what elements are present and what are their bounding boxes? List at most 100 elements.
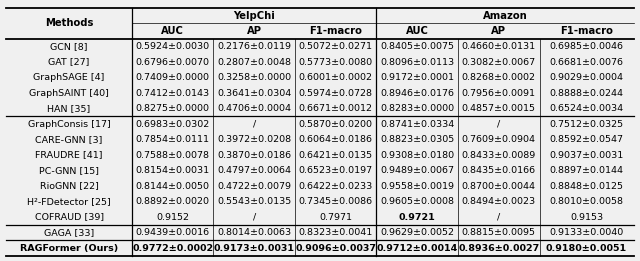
Text: FRAUDRE [41]: FRAUDRE [41] (35, 151, 103, 159)
Text: 0.9772±0.0002: 0.9772±0.0002 (132, 244, 213, 253)
Text: 0.5924±0.0030: 0.5924±0.0030 (136, 42, 210, 51)
Text: 0.8433±0.0089: 0.8433±0.0089 (461, 151, 536, 159)
Text: 0.9489±0.0067: 0.9489±0.0067 (380, 166, 454, 175)
Text: 0.8848±0.0125: 0.8848±0.0125 (550, 182, 623, 191)
Text: GraphSAINT [40]: GraphSAINT [40] (29, 88, 109, 98)
Text: 0.9037±0.0031: 0.9037±0.0031 (549, 151, 624, 159)
Text: 0.8405±0.0075: 0.8405±0.0075 (380, 42, 454, 51)
Text: 0.9712±0.0014: 0.9712±0.0014 (376, 244, 458, 253)
Text: 0.8154±0.0031: 0.8154±0.0031 (136, 166, 210, 175)
Text: 0.6523±0.0197: 0.6523±0.0197 (299, 166, 372, 175)
Text: 0.5543±0.0135: 0.5543±0.0135 (217, 197, 291, 206)
Text: 0.4857±0.0015: 0.4857±0.0015 (461, 104, 536, 113)
Text: 0.9173±0.0031: 0.9173±0.0031 (214, 244, 294, 253)
Text: 0.7345±0.0086: 0.7345±0.0086 (299, 197, 372, 206)
Text: HAN [35]: HAN [35] (47, 104, 91, 113)
Text: 0.3870±0.0186: 0.3870±0.0186 (217, 151, 291, 159)
Text: 0.7412±0.0143: 0.7412±0.0143 (136, 88, 210, 98)
Text: 0.3972±0.0208: 0.3972±0.0208 (217, 135, 291, 144)
Text: AP: AP (246, 26, 262, 36)
Text: 0.8892±0.0020: 0.8892±0.0020 (136, 197, 210, 206)
Text: 0.8888±0.0244: 0.8888±0.0244 (550, 88, 623, 98)
Text: 0.9629±0.0052: 0.9629±0.0052 (380, 228, 454, 237)
Text: 0.8435±0.0166: 0.8435±0.0166 (461, 166, 536, 175)
Text: 0.6983±0.0302: 0.6983±0.0302 (136, 120, 210, 129)
Text: 0.6421±0.0135: 0.6421±0.0135 (299, 151, 372, 159)
Text: 0.3641±0.0304: 0.3641±0.0304 (217, 88, 291, 98)
Text: 0.8946±0.0176: 0.8946±0.0176 (380, 88, 454, 98)
Text: 0.6524±0.0034: 0.6524±0.0034 (550, 104, 623, 113)
Text: 0.8096±0.0113: 0.8096±0.0113 (380, 58, 454, 67)
Text: 0.7609±0.0904: 0.7609±0.0904 (461, 135, 536, 144)
Text: 0.6001±0.0002: 0.6001±0.0002 (299, 73, 372, 82)
Text: 0.9172±0.0001: 0.9172±0.0001 (380, 73, 454, 82)
Text: 0.9605±0.0008: 0.9605±0.0008 (380, 197, 454, 206)
Text: 0.6422±0.0233: 0.6422±0.0233 (298, 182, 373, 191)
Text: 0.8014±0.0063: 0.8014±0.0063 (217, 228, 291, 237)
Text: 0.9308±0.0180: 0.9308±0.0180 (380, 151, 454, 159)
Text: AUC: AUC (406, 26, 429, 36)
Text: 0.5870±0.0200: 0.5870±0.0200 (299, 120, 372, 129)
Text: 0.6671±0.0012: 0.6671±0.0012 (299, 104, 372, 113)
Text: /: / (253, 120, 256, 129)
Text: 0.6064±0.0186: 0.6064±0.0186 (299, 135, 372, 144)
Text: 0.8494±0.0023: 0.8494±0.0023 (461, 197, 536, 206)
Text: RAGFormer (Ours): RAGFormer (Ours) (20, 244, 118, 253)
Text: 0.8936±0.0027: 0.8936±0.0027 (458, 244, 540, 253)
Text: 0.6681±0.0076: 0.6681±0.0076 (550, 58, 623, 67)
Text: 0.5773±0.0080: 0.5773±0.0080 (299, 58, 372, 67)
Text: GCN [8]: GCN [8] (51, 42, 88, 51)
Text: 0.8815±0.0095: 0.8815±0.0095 (461, 228, 536, 237)
Text: 0.4722±0.0079: 0.4722±0.0079 (217, 182, 291, 191)
Text: /: / (253, 212, 256, 222)
Text: 0.6796±0.0070: 0.6796±0.0070 (136, 58, 210, 67)
Text: 0.8592±0.0547: 0.8592±0.0547 (550, 135, 623, 144)
Text: 0.9029±0.0004: 0.9029±0.0004 (550, 73, 623, 82)
Text: 0.8144±0.0050: 0.8144±0.0050 (136, 182, 210, 191)
Text: /: / (497, 212, 500, 222)
Text: /: / (497, 120, 500, 129)
Text: 0.8268±0.0002: 0.8268±0.0002 (461, 73, 536, 82)
Text: 0.2807±0.0048: 0.2807±0.0048 (217, 58, 291, 67)
Text: GraphConsis [17]: GraphConsis [17] (28, 120, 111, 129)
Text: 0.7409±0.0000: 0.7409±0.0000 (136, 73, 210, 82)
Text: 0.2176±0.0119: 0.2176±0.0119 (217, 42, 291, 51)
Text: 0.9558±0.0019: 0.9558±0.0019 (380, 182, 454, 191)
Text: F1-macro: F1-macro (309, 26, 362, 36)
Text: CARE-GNN [3]: CARE-GNN [3] (35, 135, 103, 144)
Text: 0.8823±0.0305: 0.8823±0.0305 (380, 135, 454, 144)
Text: 0.4706±0.0004: 0.4706±0.0004 (217, 104, 291, 113)
Text: 0.5974±0.0728: 0.5974±0.0728 (299, 88, 372, 98)
Text: 0.7588±0.0078: 0.7588±0.0078 (136, 151, 210, 159)
Text: F1-macro: F1-macro (560, 26, 613, 36)
Text: 0.6985±0.0046: 0.6985±0.0046 (550, 42, 623, 51)
Text: 0.7512±0.0325: 0.7512±0.0325 (550, 120, 623, 129)
Text: 0.7854±0.0111: 0.7854±0.0111 (136, 135, 210, 144)
Text: 0.8700±0.0044: 0.8700±0.0044 (461, 182, 536, 191)
Text: 0.9096±0.0037: 0.9096±0.0037 (295, 244, 376, 253)
Text: 0.8275±0.0000: 0.8275±0.0000 (136, 104, 210, 113)
Text: H²-FDetector [25]: H²-FDetector [25] (28, 197, 111, 206)
Text: 0.3082±0.0067: 0.3082±0.0067 (461, 58, 536, 67)
Text: 0.8323±0.0041: 0.8323±0.0041 (298, 228, 373, 237)
Text: RioGNN [22]: RioGNN [22] (40, 182, 99, 191)
Text: GraphSAGE [4]: GraphSAGE [4] (33, 73, 105, 82)
Text: 0.8283±0.0000: 0.8283±0.0000 (380, 104, 454, 113)
Text: 0.7956±0.0091: 0.7956±0.0091 (461, 88, 536, 98)
Text: 0.9133±0.0040: 0.9133±0.0040 (549, 228, 624, 237)
Text: 0.9721: 0.9721 (399, 212, 436, 222)
Text: 0.7971: 0.7971 (319, 212, 352, 222)
Text: AUC: AUC (161, 26, 184, 36)
Text: 0.8741±0.0334: 0.8741±0.0334 (380, 120, 454, 129)
Text: 0.4797±0.0064: 0.4797±0.0064 (217, 166, 291, 175)
Text: YelpChi: YelpChi (233, 11, 275, 21)
Text: Methods: Methods (45, 18, 93, 28)
Text: GAGA [33]: GAGA [33] (44, 228, 94, 237)
Text: GAT [27]: GAT [27] (49, 58, 90, 67)
Text: 0.8897±0.0144: 0.8897±0.0144 (550, 166, 623, 175)
Text: PC-GNN [15]: PC-GNN [15] (39, 166, 99, 175)
Text: 0.9153: 0.9153 (570, 212, 603, 222)
Text: 0.3258±0.0000: 0.3258±0.0000 (217, 73, 291, 82)
Text: 0.9439±0.0016: 0.9439±0.0016 (136, 228, 210, 237)
Text: 0.5072±0.0271: 0.5072±0.0271 (299, 42, 372, 51)
